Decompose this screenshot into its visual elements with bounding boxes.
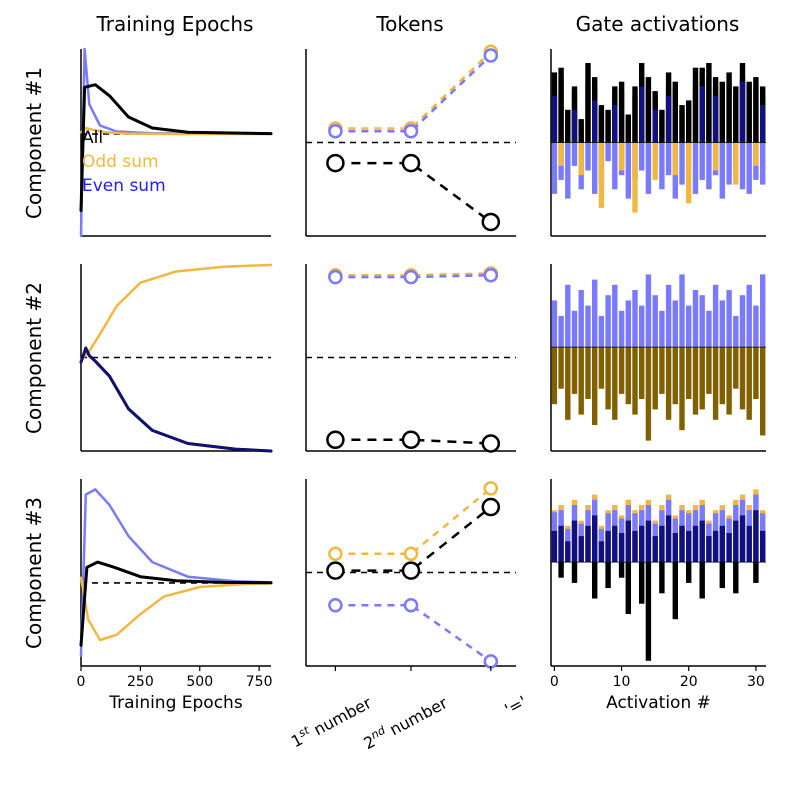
col-title-tokens: Tokens — [300, 12, 520, 36]
panel-c1-tokens — [300, 45, 520, 240]
svg-text:750: 750 — [246, 674, 273, 690]
panel-c3-gates: 0102030Activation # — [545, 475, 770, 670]
svg-text:0: 0 — [550, 674, 559, 690]
panel-c1-gates — [545, 45, 770, 240]
x-axis-label-epochs: Training Epochs — [108, 693, 243, 713]
row-label-c3: Component #3 — [22, 473, 46, 673]
legend-item-2: Even sum — [82, 176, 166, 196]
panel-c2-gates — [545, 260, 770, 455]
panel-c3-tokens — [300, 475, 520, 670]
svg-text:20: 20 — [680, 674, 698, 690]
legend-item-1: Odd sum — [82, 152, 159, 172]
panel-c1-epochs — [75, 45, 275, 240]
figure-root: Training Epochs Tokens Gate activations Com… — [0, 0, 790, 790]
svg-text:10: 10 — [613, 674, 631, 690]
row-label-c2: Component #2 — [22, 258, 46, 458]
legend-item-0: All — [82, 128, 103, 148]
col-title-epochs: Training Epochs — [65, 12, 285, 36]
svg-text:0: 0 — [77, 674, 86, 690]
svg-text:500: 500 — [186, 674, 213, 690]
panel-c2-epochs — [75, 260, 275, 455]
svg-text:30: 30 — [747, 674, 765, 690]
x-axis-label-gates: Activation # — [606, 693, 711, 713]
row-label-c1: Component #1 — [22, 43, 46, 243]
panel-c3-epochs: 0250500750Training Epochs — [75, 475, 275, 670]
panel-c2-tokens — [300, 260, 520, 455]
svg-text:250: 250 — [127, 674, 154, 690]
col-title-gates: Gate activations — [548, 12, 768, 36]
